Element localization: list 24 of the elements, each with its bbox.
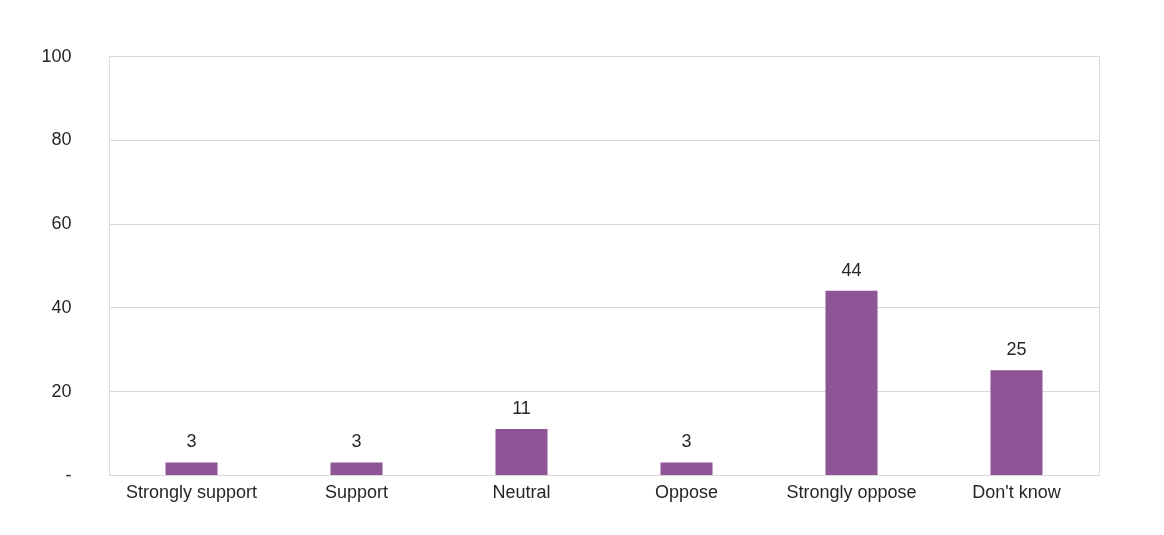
y-tick-label: - (65, 464, 72, 485)
y-tick-label: 100 (41, 45, 72, 66)
bar (660, 462, 713, 475)
x-tick-label: Strongly oppose (786, 481, 917, 502)
bar (990, 370, 1043, 475)
x-tick-label: Support (324, 481, 389, 502)
data-label: 3 (186, 431, 197, 452)
x-tick-label: Strongly support (125, 481, 258, 502)
x-tick-label: Oppose (654, 481, 719, 502)
y-tick-label: 60 (51, 213, 72, 234)
x-tick-label: Don't know (972, 481, 1062, 502)
bar (165, 462, 218, 475)
data-label: 3 (681, 431, 692, 452)
bar (330, 462, 383, 475)
bar (825, 290, 878, 475)
y-tick-label: 20 (51, 380, 72, 401)
data-label: 11 (512, 397, 531, 418)
data-label: 25 (1006, 339, 1027, 360)
data-label: 3 (351, 431, 362, 452)
bar (495, 428, 548, 475)
y-tick-label: 80 (51, 129, 72, 150)
x-tick-label: Neutral (492, 481, 551, 502)
data-label: 44 (841, 259, 862, 280)
y-tick-label: 40 (51, 296, 72, 317)
